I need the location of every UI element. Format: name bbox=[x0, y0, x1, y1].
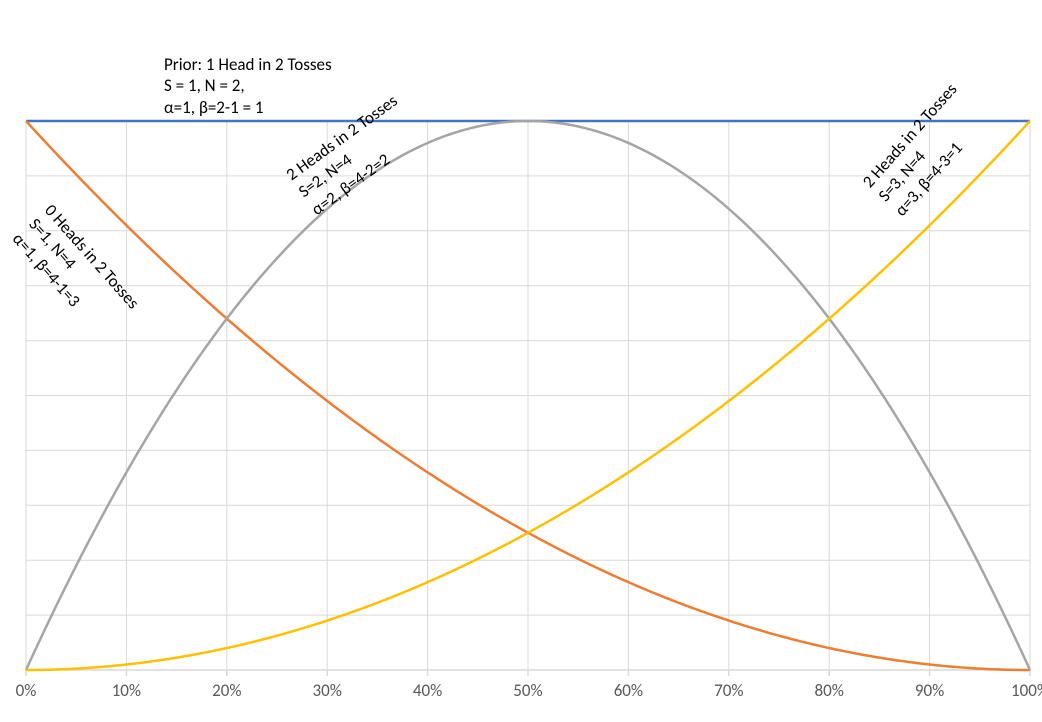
annotation-line: α=1, β=2-1 = 1 bbox=[164, 97, 332, 118]
x-tick-label: 90% bbox=[915, 680, 944, 701]
x-axis bbox=[26, 670, 1030, 676]
gridlines bbox=[26, 121, 1030, 670]
x-tick-label: 30% bbox=[312, 680, 341, 701]
x-tick-label: 70% bbox=[714, 680, 743, 701]
x-tick-label: 0% bbox=[16, 680, 37, 701]
x-tick-label: 40% bbox=[413, 680, 442, 701]
x-tick-label: 20% bbox=[212, 680, 241, 701]
annotation-line: S = 1, N = 2, bbox=[164, 75, 332, 96]
chart-root: 0% 10% 20% 30% 40% 50% 60% 70% 80% 90% 100% Prior:… bbox=[0, 0, 1042, 722]
x-tick-label: 100% bbox=[1011, 680, 1042, 701]
annotation-line: Prior: 1 Head in 2 Tosses bbox=[164, 54, 332, 75]
x-tick-label: 60% bbox=[614, 680, 643, 701]
chart-svg bbox=[0, 0, 1042, 722]
x-tick-label: 80% bbox=[814, 680, 843, 701]
annotation-prior_beta_1_1: Prior: 1 Head in 2 TossesS = 1, N = 2,α=… bbox=[164, 54, 332, 118]
x-tick-label: 10% bbox=[112, 680, 141, 701]
x-tick-label: 50% bbox=[513, 680, 542, 701]
